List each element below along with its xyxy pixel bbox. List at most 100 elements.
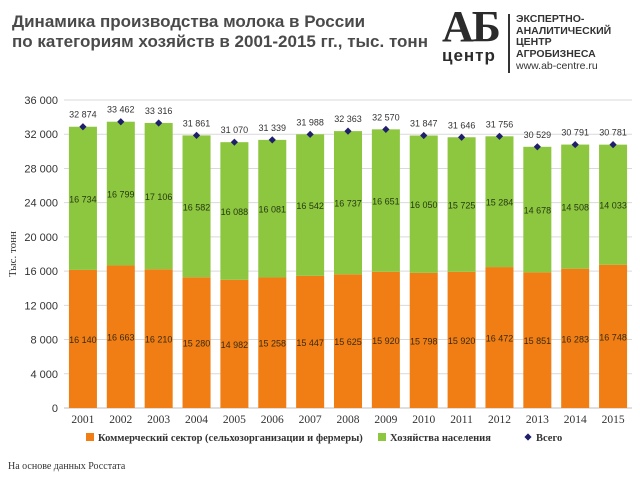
x-tick-label: 2014 xyxy=(564,414,587,426)
bar-households xyxy=(296,134,325,276)
x-tick-label: 2003 xyxy=(147,414,170,426)
data-label-total: 31 646 xyxy=(448,120,476,130)
bar-households xyxy=(485,136,514,268)
bar-households xyxy=(599,144,628,265)
bar-commercial-sector xyxy=(409,272,438,408)
legend-commercial-sector-label: Коммерческий сектор (сельхозорганизации … xyxy=(98,433,363,444)
legend-total-label: Всего xyxy=(536,433,562,444)
bar-households xyxy=(68,126,97,270)
data-label-commercial-sector: 16 283 xyxy=(561,334,589,344)
x-tick-label: 2004 xyxy=(185,414,208,426)
ab-centre-logo: АБ центр ЭКСПЕРТНО- АНАЛИТИЧЕСКИЙ ЦЕНТР … xyxy=(436,4,636,76)
data-label-total: 33 316 xyxy=(145,106,173,116)
x-tick-label: 2010 xyxy=(412,414,435,426)
logo-caption-line-2: АНАЛИТИЧЕСКИЙ xyxy=(516,24,612,37)
data-label-households: 16 081 xyxy=(259,205,287,215)
data-label-commercial-sector: 14 982 xyxy=(221,340,249,350)
data-label-households: 16 050 xyxy=(410,200,438,210)
data-label-total: 32 363 xyxy=(334,114,362,124)
x-tick-label: 2006 xyxy=(261,414,284,426)
total-point xyxy=(344,127,352,135)
data-label-households: 16 088 xyxy=(221,207,249,217)
data-label-commercial-sector: 15 447 xyxy=(296,338,324,348)
total-point xyxy=(533,143,541,151)
logo-mark: АБ центр xyxy=(438,4,502,66)
x-tick-label: 2013 xyxy=(526,414,549,426)
bar-commercial-sector xyxy=(258,277,287,408)
total-point xyxy=(420,131,428,140)
y-tick-label: 12 000 xyxy=(24,300,58,312)
total-point xyxy=(117,118,125,126)
bar-households xyxy=(182,135,211,278)
bar-households xyxy=(447,137,476,272)
data-label-total: 32 570 xyxy=(372,112,400,122)
data-label-total: 31 339 xyxy=(259,123,287,133)
x-tick-label: 2001 xyxy=(71,414,94,426)
x-tick-label: 2005 xyxy=(223,414,246,426)
x-tick-label: 2012 xyxy=(488,414,511,426)
data-label-commercial-sector: 16 663 xyxy=(107,333,135,343)
legend-total-swatch xyxy=(524,433,532,441)
data-label-commercial-sector: 16 748 xyxy=(599,332,627,342)
data-label-total: 30 791 xyxy=(561,128,589,138)
bar-households xyxy=(106,121,135,266)
data-label-households: 14 508 xyxy=(561,203,589,213)
data-label-households: 16 651 xyxy=(372,197,400,207)
bar-commercial-sector xyxy=(296,275,325,408)
data-label-households: 16 734 xyxy=(69,194,97,204)
x-tick-label: 2011 xyxy=(450,414,473,426)
total-point xyxy=(268,136,276,144)
bar-households xyxy=(258,139,287,278)
y-tick-label: 0 xyxy=(52,403,58,415)
data-label-total: 30 529 xyxy=(524,130,552,140)
y-tick-label: 24 000 xyxy=(24,198,58,210)
data-label-total: 31 847 xyxy=(410,119,438,129)
y-tick-label: 20 000 xyxy=(24,232,58,244)
data-label-total: 33 462 xyxy=(107,105,135,115)
total-point xyxy=(306,130,314,138)
bar-commercial-sector xyxy=(561,268,590,408)
bar-commercial-sector xyxy=(447,271,476,408)
logo-mark-centre: центр xyxy=(442,46,496,65)
data-label-commercial-sector: 15 258 xyxy=(259,339,287,349)
data-label-households: 14 678 xyxy=(524,206,552,216)
total-point xyxy=(495,132,504,140)
data-label-commercial-sector: 15 625 xyxy=(334,337,362,347)
total-point xyxy=(571,140,579,149)
data-label-households: 16 582 xyxy=(183,202,211,212)
y-axis-label: Тыс. тонн xyxy=(7,231,19,277)
data-label-total: 32 874 xyxy=(69,110,97,120)
bar-commercial-sector xyxy=(68,269,97,408)
bar-households xyxy=(561,144,590,269)
data-label-commercial-sector: 15 920 xyxy=(448,336,476,346)
data-label-households: 15 284 xyxy=(486,198,514,208)
bar-households xyxy=(144,122,173,270)
data-label-total: 31 988 xyxy=(296,117,324,127)
y-tick-label: 32 000 xyxy=(24,129,58,141)
bar-commercial-sector xyxy=(220,279,249,408)
bar-commercial-sector xyxy=(144,269,173,408)
data-label-total: 31 756 xyxy=(486,119,514,129)
bar-commercial-sector xyxy=(599,264,628,408)
total-point xyxy=(382,125,390,133)
data-label-commercial-sector: 16 140 xyxy=(69,335,97,345)
y-tick-label: 4 000 xyxy=(30,369,58,381)
data-label-households: 15 725 xyxy=(448,201,476,211)
bar-commercial-sector xyxy=(106,265,135,408)
x-tick-label: 2015 xyxy=(602,414,625,426)
bar-households xyxy=(523,146,552,273)
y-tick-label: 36 000 xyxy=(24,95,58,107)
y-tick-label: 16 000 xyxy=(24,266,58,278)
chart-title: Динамика производства молока в России по… xyxy=(12,12,428,52)
bar-commercial-sector xyxy=(371,271,400,408)
bar-households xyxy=(333,131,363,275)
data-label-commercial-sector: 16 210 xyxy=(145,335,173,345)
data-label-commercial-sector: 15 920 xyxy=(372,336,400,346)
logo-url: www.ab-centre.ru xyxy=(516,60,598,72)
bar-households xyxy=(409,135,438,273)
legend-commercial-sector-swatch xyxy=(86,433,94,441)
bar-households xyxy=(220,142,249,280)
total-point xyxy=(79,123,87,131)
x-tick-label: 2007 xyxy=(299,414,322,426)
